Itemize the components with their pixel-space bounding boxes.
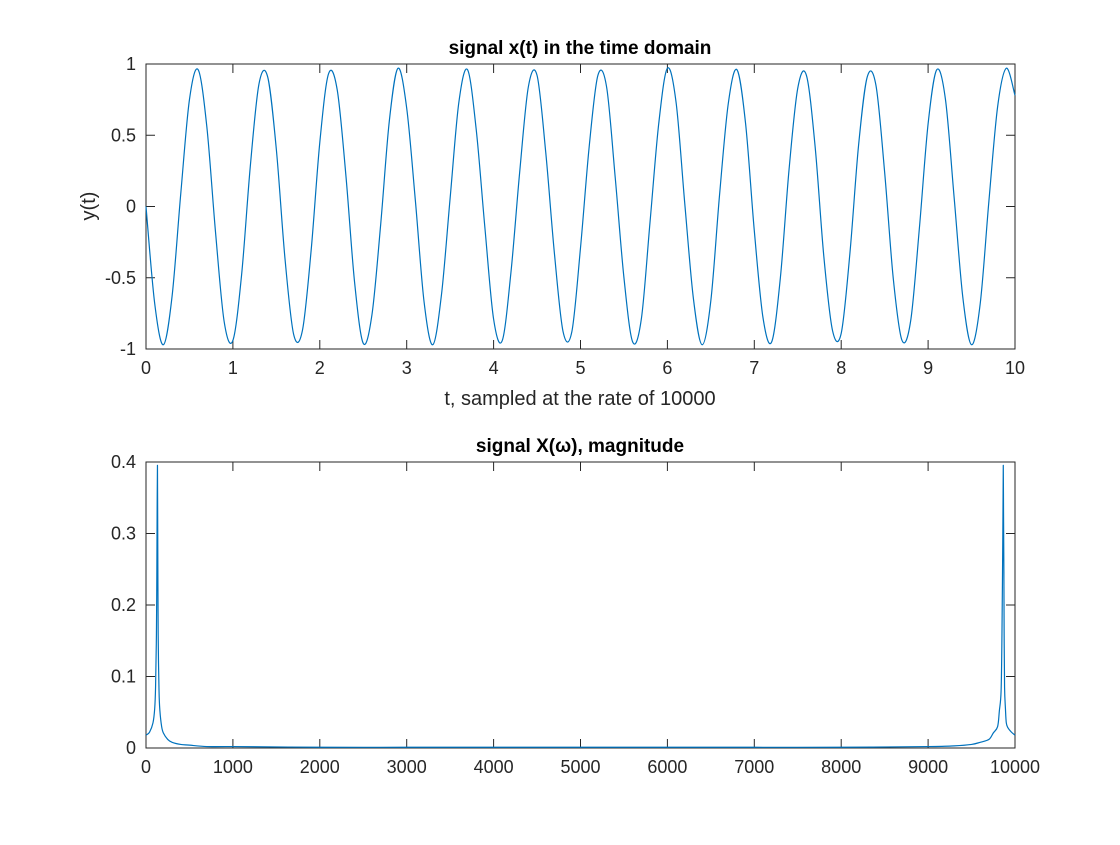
frequency-domain-plot-area	[145, 461, 1016, 749]
time-domain-x-tick-label: 1	[228, 358, 238, 378]
time-domain-x-tick-label: 2	[315, 358, 325, 378]
frequency-domain-x-tick-label: 7000	[734, 757, 774, 777]
time-domain-x-tick-label: 5	[575, 358, 585, 378]
frequency-domain-y-tick-label: 0.2	[111, 595, 136, 615]
frequency-domain-x-tick-label: 8000	[821, 757, 861, 777]
frequency-domain-x-tick-label: 4000	[474, 757, 514, 777]
time-domain-axes: 0 1 2 3 4 5 6 7 8 9 10 -1 -0.5 0 0.5 1 signal x(t) in t…	[78, 38, 1025, 410]
time-domain-y-tick-label: 0.5	[111, 125, 136, 145]
time-domain-x-tick-label: 6	[662, 358, 672, 378]
frequency-domain-title: signal X(ω), magnitude	[476, 436, 684, 457]
time-domain-x-tick-label: 8	[836, 358, 846, 378]
frequency-domain-ticks	[145, 461, 1016, 749]
frequency-domain-tick-labels: 0 1000 2000 3000 4000 5000 6000 7000 8000 9000 100…	[111, 452, 1040, 777]
frequency-domain-x-tick-label: 1000	[213, 757, 253, 777]
frequency-domain-y-tick-label: 0.4	[111, 452, 136, 472]
time-domain-tick-labels: 0 1 2 3 4 5 6 7 8 9 10 -1 -0.5 0 0.5 1	[105, 54, 1025, 378]
time-domain-x-tick-label: 4	[489, 358, 499, 378]
frequency-domain-x-tick-label: 10000	[990, 757, 1040, 777]
time-domain-y-tick-label: -0.5	[105, 268, 136, 288]
time-domain-x-axis-label: t, sampled at the rate of 10000	[444, 388, 715, 410]
frequency-domain-x-tick-label: 3000	[387, 757, 427, 777]
time-domain-x-tick-label: 3	[402, 358, 412, 378]
frequency-domain-x-tick-label: 6000	[647, 757, 687, 777]
frequency-domain-y-tick-label: 0.3	[111, 524, 136, 544]
frequency-domain-x-tick-label: 9000	[908, 757, 948, 777]
time-domain-x-tick-label: 0	[141, 358, 151, 378]
time-domain-series-line	[145, 67, 1016, 346]
frequency-domain-x-tick-label: 5000	[560, 757, 600, 777]
frequency-domain-series-line	[145, 464, 1016, 748]
time-domain-y-tick-label: 1	[126, 54, 136, 74]
time-domain-x-tick-label: 10	[1005, 358, 1025, 378]
time-domain-y-tick-label: -1	[120, 339, 136, 359]
time-domain-plot-area	[145, 63, 1016, 350]
time-domain-y-axis-label: y(t)	[78, 192, 100, 221]
frequency-domain-y-tick-label: 0.1	[111, 667, 136, 687]
frequency-domain-x-tick-label: 0	[141, 757, 151, 777]
frequency-domain-axes: 0 1000 2000 3000 4000 5000 6000 7000 8000 9000 100…	[111, 436, 1040, 777]
time-domain-x-tick-label: 7	[749, 358, 759, 378]
time-domain-y-tick-label: 0	[126, 197, 136, 217]
time-domain-title: signal x(t) in the time domain	[449, 38, 712, 59]
time-domain-x-tick-label: 9	[923, 358, 933, 378]
frequency-domain-x-tick-label: 2000	[300, 757, 340, 777]
frequency-domain-y-tick-label: 0	[126, 738, 136, 758]
